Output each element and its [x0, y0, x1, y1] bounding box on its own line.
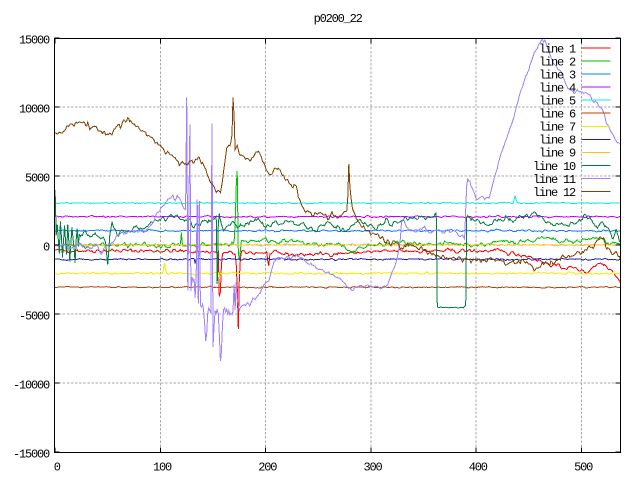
svg-text:line 11: line 11: [533, 173, 576, 187]
svg-text:line 8: line 8: [539, 134, 576, 148]
svg-text:-15000: -15000: [13, 448, 50, 462]
svg-text:line 3: line 3: [539, 68, 576, 82]
svg-text:line 4: line 4: [539, 82, 576, 96]
svg-text:300: 300: [363, 461, 382, 475]
svg-text:line 5: line 5: [539, 95, 576, 109]
svg-text:-10000: -10000: [13, 379, 50, 393]
svg-text:line 9: line 9: [539, 147, 576, 161]
svg-text:-5000: -5000: [19, 310, 50, 324]
svg-text:15000: 15000: [19, 34, 50, 48]
svg-text:line 10: line 10: [533, 160, 576, 174]
svg-text:0: 0: [43, 241, 50, 255]
svg-text:line 2: line 2: [539, 55, 576, 69]
svg-text:100: 100: [153, 461, 172, 475]
svg-text:line 12: line 12: [533, 186, 576, 200]
svg-text:0: 0: [54, 461, 61, 475]
svg-text:10000: 10000: [19, 103, 50, 117]
svg-text:line 7: line 7: [539, 121, 576, 135]
svg-text:p0200_22: p0200_22: [314, 12, 363, 26]
svg-text:500: 500: [574, 461, 593, 475]
svg-text:line 1: line 1: [539, 42, 576, 56]
svg-text:5000: 5000: [25, 172, 50, 186]
svg-text:200: 200: [258, 461, 277, 475]
svg-text:line 6: line 6: [539, 108, 576, 122]
svg-text:400: 400: [469, 461, 488, 475]
